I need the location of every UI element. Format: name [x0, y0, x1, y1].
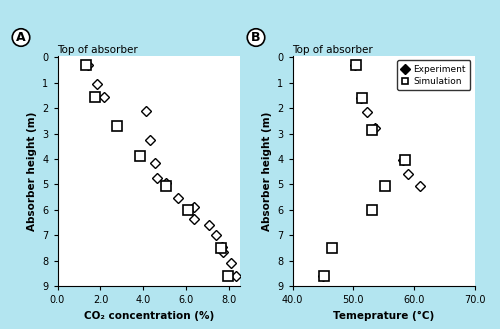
Y-axis label: Absorber height (m): Absorber height (m): [262, 112, 272, 231]
X-axis label: CO₂ concentration (%): CO₂ concentration (%): [84, 311, 214, 321]
Legend: Experiment, Simulation: Experiment, Simulation: [397, 61, 470, 90]
X-axis label: Temeprature (°C): Temeprature (°C): [333, 311, 434, 321]
Text: Top of absorber: Top of absorber: [292, 45, 373, 55]
Y-axis label: Absorber height (m): Absorber height (m): [26, 112, 36, 231]
Text: Top of absorber: Top of absorber: [58, 45, 138, 55]
Text: B: B: [252, 31, 261, 44]
Text: A: A: [16, 31, 26, 44]
